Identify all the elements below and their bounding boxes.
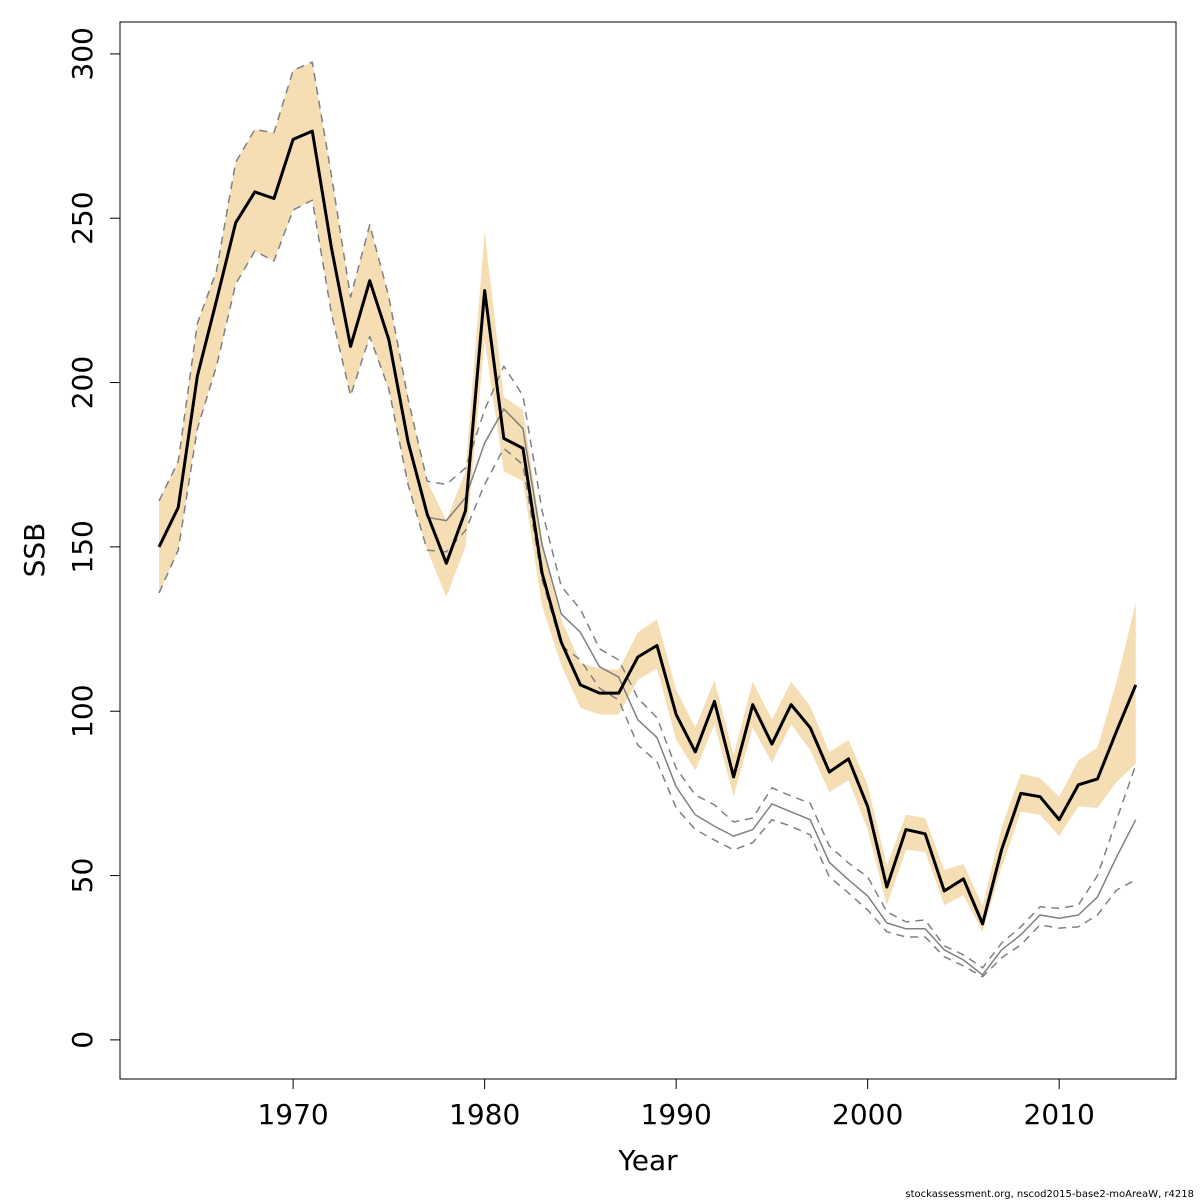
- plot-frame: [119, 21, 1177, 1080]
- confidence-band: [159, 62, 1136, 932]
- x-tick-label: 1970: [257, 1098, 328, 1131]
- series-line: [158, 130, 1137, 976]
- y-tick-label: 300: [66, 27, 99, 80]
- y-tick-label: 200: [66, 356, 99, 409]
- y-tick-label: 250: [66, 191, 99, 244]
- y-tick-label: 100: [66, 684, 99, 737]
- x-axis-label: Year: [617, 1144, 678, 1177]
- series-line: [158, 61, 1137, 969]
- x-tick-label: 2000: [832, 1098, 903, 1131]
- x-tick-label: 1990: [641, 1098, 712, 1131]
- y-tick-label: 0: [66, 1031, 99, 1049]
- footer: stockassessment.org, nscod2015-base2-moA…: [905, 1189, 1194, 1200]
- y-tick-label: 50: [66, 858, 99, 894]
- series-line: [157, 129, 1138, 926]
- y-tick-label: 150: [66, 520, 99, 573]
- series-line: [158, 199, 1137, 978]
- x-tick-label: 1980: [449, 1098, 520, 1131]
- y-axis-label: SSB: [18, 523, 51, 578]
- x-tick-label: 2010: [1024, 1098, 1095, 1131]
